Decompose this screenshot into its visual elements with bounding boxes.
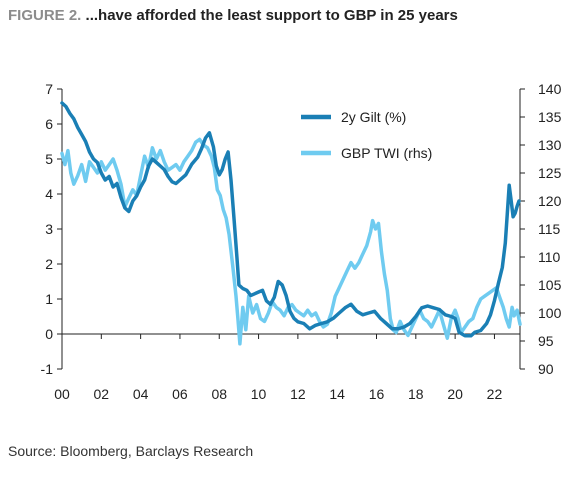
left-axis-tick-label: 5 [45,151,53,167]
right-axis-tick-label: 105 [538,277,562,293]
left-axis-tick-label: 4 [45,186,53,202]
x-axis-tick-label: 08 [211,386,227,402]
source-note: Source: Bloomberg, Barclays Research [8,443,254,459]
left-axis-tick-label: 6 [45,116,53,132]
x-axis-tick-label: 22 [487,386,503,402]
x-axis-tick-label: 16 [369,386,385,402]
left-axis-tick-label: 2 [45,256,53,272]
series-lines [60,101,522,346]
left-axis-tick-label: 7 [45,81,53,97]
x-axis-tick-label: 12 [290,386,306,402]
right-axis-tick-label: 125 [538,165,562,181]
figure-label: FIGURE 2. [8,7,82,24]
legend: 2y Gilt (%) GBP TWI (rhs) [301,109,432,161]
left-axis-tick-label: 3 [45,221,53,237]
right-axis-tick-label: 135 [538,109,562,125]
x-axis-tick-label: 20 [447,386,463,402]
x-axis-tick-label: 18 [408,386,424,402]
left-axis-ticks: -1 0 1 2 3 4 5 6 7 [41,81,62,377]
right-axis-tick-label: 110 [538,249,561,265]
x-axis-tick-label: 04 [133,386,149,402]
left-axis-tick-label: 1 [45,291,53,307]
x-axis-tick-label: 10 [251,386,267,402]
series-line-2y-gilt [60,101,521,338]
legend-label-gbp-twi: GBP TWI (rhs) [341,145,432,161]
x-axis-tick-label: 06 [172,386,188,402]
right-axis-tick-label: 100 [538,305,562,321]
left-axis-tick-label: 0 [45,326,53,342]
right-axis-tick-label: 95 [538,333,554,349]
x-axis-ticks: 00 02 04 06 08 10 12 14 16 18 20 22 [54,334,502,402]
right-axis-tick-label: 90 [538,361,554,377]
right-axis-ticks: 90 95 100 105 110 115 120 125 130 135 140 [520,81,562,377]
right-axis-tick-label: 120 [538,193,562,209]
right-axis-tick-label: 140 [538,81,562,97]
left-axis-tick-label: -1 [41,361,54,377]
figure-title: FIGURE 2. ...have afforded the least sup… [8,7,458,24]
x-axis-tick-label: 02 [94,386,110,402]
figure-title-text: ...have afforded the least support to GB… [85,7,458,24]
right-axis-tick-label: 115 [538,221,561,237]
legend-label-2y-gilt: 2y Gilt (%) [341,109,406,125]
right-axis-tick-label: 130 [538,137,562,153]
x-axis-tick-label: 00 [54,386,70,402]
x-axis-tick-label: 14 [329,386,345,402]
series-line-gbp-twi [60,137,522,346]
